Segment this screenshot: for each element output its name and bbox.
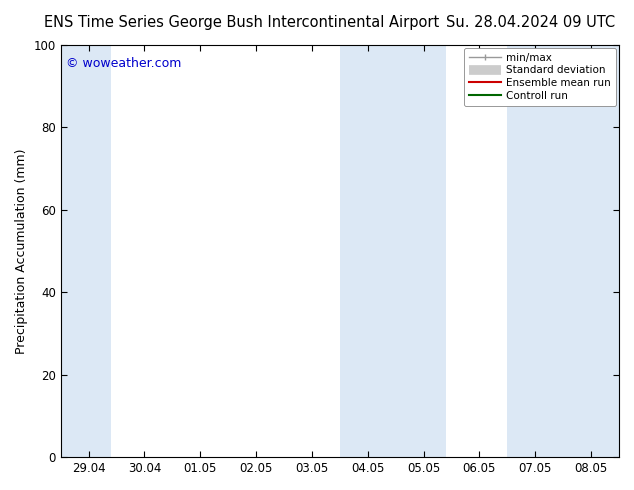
Text: © woweather.com: © woweather.com bbox=[66, 57, 181, 70]
Bar bbox=[61, 45, 111, 457]
Text: Su. 28.04.2024 09 UTC: Su. 28.04.2024 09 UTC bbox=[446, 15, 615, 30]
Legend: min/max, Standard deviation, Ensemble mean run, Controll run: min/max, Standard deviation, Ensemble me… bbox=[464, 48, 616, 106]
Y-axis label: Precipitation Accumulation (mm): Precipitation Accumulation (mm) bbox=[15, 148, 28, 354]
Bar bbox=[340, 45, 446, 457]
Bar bbox=[507, 45, 619, 457]
Text: ENS Time Series George Bush Intercontinental Airport: ENS Time Series George Bush Intercontine… bbox=[44, 15, 439, 30]
